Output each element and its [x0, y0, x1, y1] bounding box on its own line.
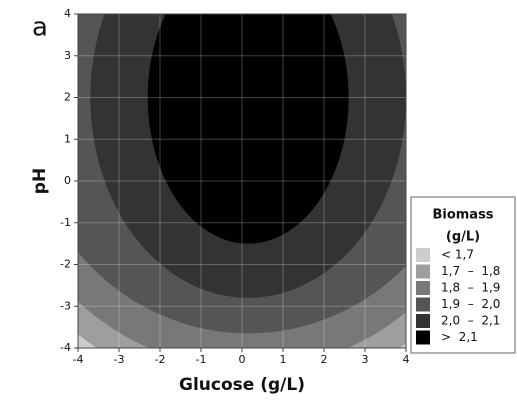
legend-label: 1,9 – 2,0	[441, 297, 500, 311]
x-tick-label: -3	[114, 353, 125, 366]
legend-swatch	[416, 281, 430, 295]
x-axis-label: Glucose (g/L)	[179, 375, 305, 395]
y-tick-label: -1	[60, 216, 71, 229]
y-tick-label: 3	[64, 49, 71, 62]
y-tick-label: -3	[60, 299, 71, 312]
legend-title: Biomass	[432, 208, 493, 223]
legend-label: 1,8 – 1,9	[441, 281, 500, 295]
y-tick-label: 1	[64, 132, 71, 145]
legend-swatch	[416, 330, 430, 345]
x-tick-label: -1	[196, 353, 207, 366]
legend-label: 1,7 – 1,8	[441, 264, 500, 278]
x-tick-label: 0	[239, 353, 246, 366]
y-tick-label: 2	[64, 91, 71, 104]
y-tick-label: 4	[64, 7, 71, 20]
y-tick-label: -4	[60, 341, 71, 354]
legend-swatch	[416, 314, 430, 328]
y-tick-label: 0	[64, 174, 71, 187]
legend-label: 2,0 – 2,1	[441, 314, 500, 328]
x-tick-label: -4	[73, 353, 84, 366]
x-tick-label: -2	[155, 353, 166, 366]
legend-swatch	[416, 248, 430, 262]
legend-swatch	[416, 297, 430, 312]
x-tick-label: 1	[280, 353, 287, 366]
x-tick-label: 4	[403, 353, 410, 366]
x-tick-label: 3	[362, 353, 369, 366]
legend-title: (g/L)	[446, 230, 480, 245]
legend-label: < 1,7	[441, 248, 474, 262]
contour-region	[147, 14, 349, 244]
y-axis-label: pH	[30, 168, 50, 194]
legend-swatch	[416, 264, 430, 279]
x-tick-label: 2	[321, 353, 328, 366]
panel-label: a	[32, 13, 48, 43]
legend-label: > 2,1	[441, 330, 478, 344]
y-tick-label: -2	[60, 258, 71, 271]
